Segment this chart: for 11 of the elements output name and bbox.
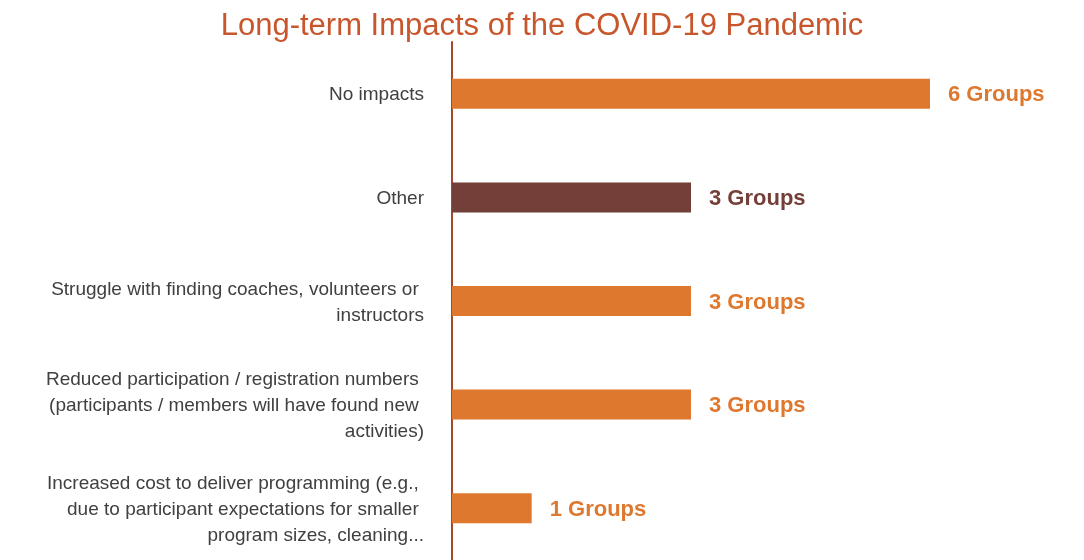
data-label: 1 Groups	[549, 495, 647, 521]
y-tick-label: Struggle with finding coaches, volunteers or instructors	[51, 277, 424, 325]
data-label: 3 Groups	[709, 288, 806, 314]
y-tick-label: Reduced participation / registration numbers (participants / members will have found new activities)	[45, 368, 424, 442]
y-tick-label: Increased cost to deliver programming (e.g., due to participant expectations for smaller program sizes, cleaning...	[46, 471, 424, 545]
y-tick-label: Other	[376, 186, 425, 208]
y-tick-label: No impacts	[328, 83, 424, 105]
data-label: 3 Groups	[709, 184, 806, 210]
data-label: 6 Groups	[948, 81, 1045, 107]
chart-title: Long-term Impacts of the COVID-19 Pandemic	[220, 7, 864, 42]
data-label: 3 Groups	[709, 392, 806, 418]
